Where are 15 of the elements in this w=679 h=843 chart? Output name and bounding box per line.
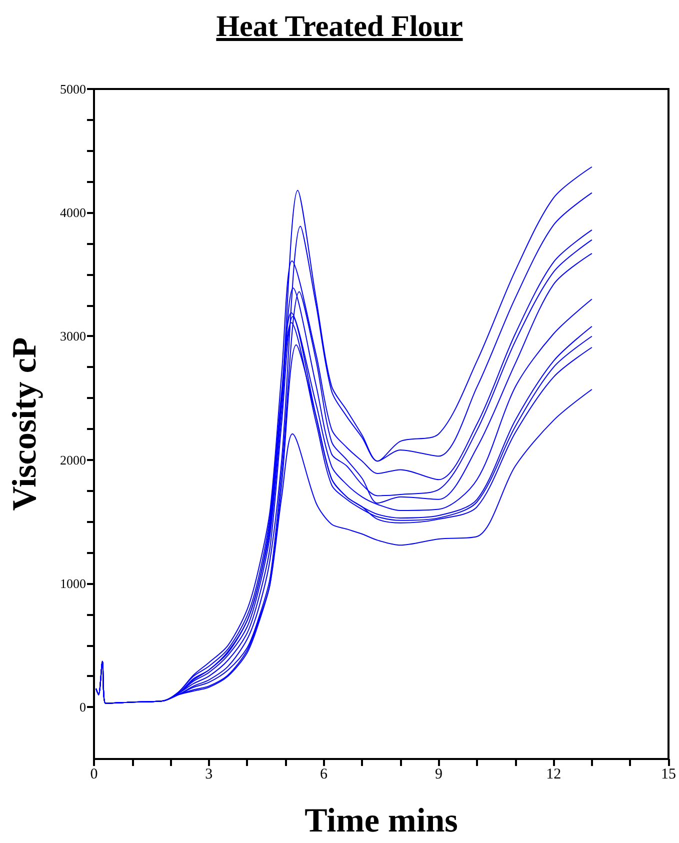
chart-title: Heat Treated Flour <box>215 10 464 44</box>
x-tick-label: 0 <box>90 766 98 782</box>
y-tick-label: 3000 <box>60 328 86 344</box>
x-axis-title: Time mins <box>304 802 458 840</box>
y-tick-label: 4000 <box>60 205 86 220</box>
x-tick-label: 9 <box>434 766 442 782</box>
x-tick-label: 6 <box>320 766 328 782</box>
y-tick-label: 1000 <box>60 576 86 591</box>
y-tick-label: 2000 <box>60 452 86 468</box>
x-tick-label: 12 <box>546 766 562 782</box>
y-tick-label: 5000 <box>60 82 86 96</box>
y-axis-title: Viscosity cP <box>6 337 44 511</box>
y-tick-label: 0 <box>80 700 86 715</box>
x-tick-label: 3 <box>205 766 213 782</box>
x-tick-label: 15 <box>661 766 676 782</box>
